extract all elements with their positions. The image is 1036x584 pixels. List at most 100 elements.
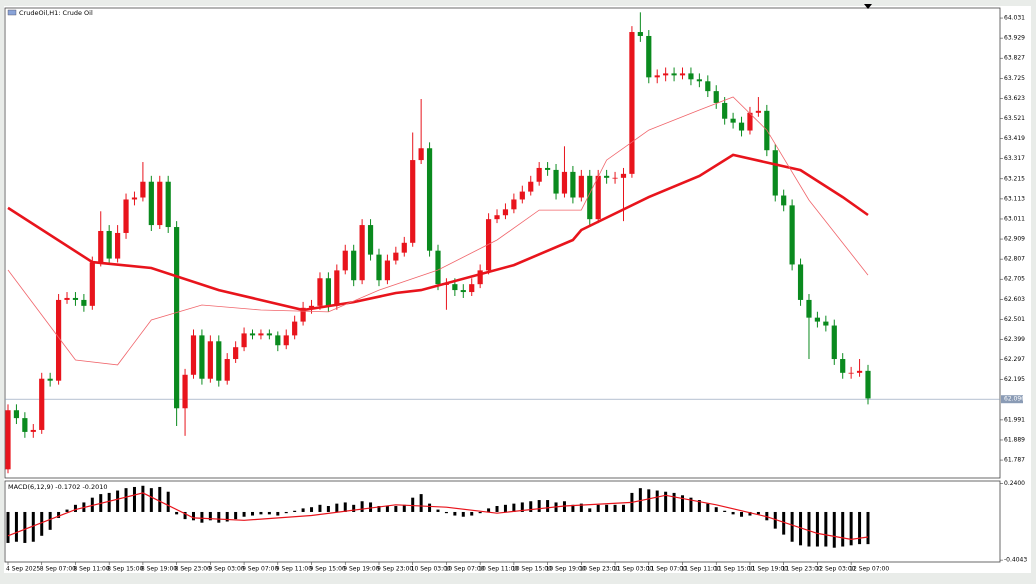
y-tick-label: 63.623 xyxy=(1004,95,1025,102)
macd-bar xyxy=(461,511,465,517)
candle-body xyxy=(553,169,559,194)
candle-body xyxy=(89,262,95,306)
macd-bar xyxy=(343,502,347,512)
current-price-box xyxy=(1001,395,1023,404)
x-tick-label: 11 Sep 19:00 xyxy=(748,566,788,573)
macd-bar xyxy=(360,501,364,512)
x-tick-label: 9 Sep 03:00 xyxy=(208,566,244,573)
macd-bar xyxy=(335,503,339,512)
macd-bar xyxy=(740,511,744,517)
candle-body xyxy=(64,297,70,300)
candle-body xyxy=(140,181,146,198)
candle-body xyxy=(620,173,627,178)
candle-body xyxy=(233,347,239,360)
candle-body xyxy=(351,250,357,281)
candle-body xyxy=(393,252,399,261)
y-tick-label: 64.031 xyxy=(1004,15,1025,22)
macd-bar xyxy=(326,506,330,512)
macd-bar xyxy=(14,511,18,542)
candle-body xyxy=(823,321,829,326)
macd-pane-border xyxy=(4,480,1001,563)
candle-body xyxy=(317,278,323,306)
candle-body xyxy=(511,199,517,210)
candle-body xyxy=(629,32,635,174)
candle-body xyxy=(738,122,745,131)
candle-body xyxy=(115,232,121,259)
macd-bar xyxy=(57,511,61,518)
candle-body xyxy=(258,333,264,336)
candle-body xyxy=(460,290,466,293)
candle-body xyxy=(545,167,551,170)
x-tick-label: 9 Sep 07:00 xyxy=(242,566,278,573)
macd-bar xyxy=(385,506,389,512)
candle-body xyxy=(401,242,407,253)
macd-bar xyxy=(191,511,195,521)
macd-bar xyxy=(116,490,120,512)
candle-body xyxy=(561,171,568,194)
macd-bar xyxy=(65,509,69,512)
macd-bar xyxy=(293,510,297,512)
y-tick-label: 63.215 xyxy=(1004,175,1025,182)
y-tick-label: 0.2400 xyxy=(1004,480,1025,487)
y-tick-label: 63.725 xyxy=(1004,75,1025,82)
candle-body xyxy=(22,418,28,432)
macd-bar xyxy=(402,504,406,512)
candle-body xyxy=(722,102,728,119)
macd-bar xyxy=(200,511,204,523)
macd-bar xyxy=(588,508,592,512)
moving-average xyxy=(7,96,869,366)
candle-body xyxy=(570,171,576,198)
candle-body xyxy=(47,378,53,381)
candle-body xyxy=(494,215,500,220)
macd-bar xyxy=(562,501,566,512)
y-tick-label: 61.889 xyxy=(1004,436,1025,443)
macd-bar xyxy=(276,511,280,516)
macd-bar xyxy=(672,492,676,512)
macd-bar xyxy=(149,488,153,512)
candle-body xyxy=(781,195,787,206)
candle-body xyxy=(342,250,348,271)
macd-bar xyxy=(453,511,457,516)
macd-bar xyxy=(596,504,600,512)
candle-body xyxy=(131,197,138,200)
x-tick-label: 12 Sep 07:00 xyxy=(849,566,889,573)
candle-body xyxy=(528,181,534,192)
macd-bar xyxy=(689,497,693,512)
candle-body xyxy=(106,230,112,259)
y-tick-label: 62.195 xyxy=(1004,376,1025,383)
candle-body xyxy=(848,372,854,374)
candle-body xyxy=(174,227,180,409)
candle-body xyxy=(806,299,812,318)
candle-body xyxy=(755,110,761,113)
macd-bar xyxy=(369,502,373,512)
symbol-icon xyxy=(7,9,17,16)
y-tick-label: 61.787 xyxy=(1004,457,1025,464)
y-tick-label: 63.521 xyxy=(1004,115,1025,122)
macd-bar xyxy=(815,511,819,547)
macd-bar xyxy=(208,511,212,521)
x-tick-label: 10 Sep 19:00 xyxy=(546,566,586,573)
macd-bar xyxy=(647,489,651,512)
candle-body xyxy=(747,112,753,131)
candle-body xyxy=(578,175,584,198)
y-tick-label: 63.929 xyxy=(1004,35,1025,42)
candle-body xyxy=(216,341,222,381)
macd-bar xyxy=(706,503,710,512)
macd-bar xyxy=(436,509,440,512)
macd-title: MACD(6,12,9) -0.1702 -0.2010 xyxy=(8,483,108,491)
candle-body xyxy=(249,333,256,336)
macd-bar xyxy=(520,502,524,512)
candle-body xyxy=(831,325,837,360)
macd-bar xyxy=(731,511,735,515)
candle-body xyxy=(367,225,374,255)
candle-body xyxy=(384,260,391,281)
macd-bar xyxy=(107,492,111,512)
y-tick-label: -0.4043 xyxy=(1004,557,1027,564)
candle-body xyxy=(587,175,593,220)
candle-body xyxy=(797,264,804,300)
candle-body xyxy=(705,81,711,92)
macd-bar xyxy=(310,507,314,512)
candle-body xyxy=(190,335,197,375)
macd-bar xyxy=(579,503,583,512)
y-tick-label: 63.113 xyxy=(1004,195,1025,202)
